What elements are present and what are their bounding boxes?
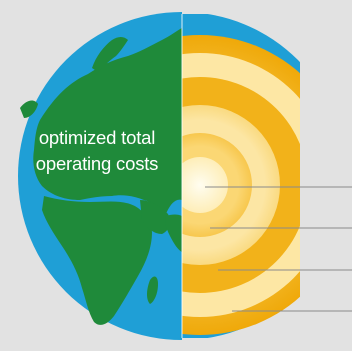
- landmass-africa: [42, 196, 152, 325]
- landmass-greenland-edge: [20, 100, 38, 118]
- globe-label-line-1: optimized total: [38, 127, 156, 148]
- globe-label-line-2: operating costs: [35, 153, 159, 174]
- landmass-india: [165, 214, 182, 252]
- globe-label: optimized total operating costs: [12, 125, 182, 177]
- landmass-arabia: [140, 200, 170, 234]
- layer-inner-core: [182, 157, 228, 213]
- landmass-scandinavia: [92, 37, 128, 72]
- earth-cutaway-layers: [182, 14, 300, 338]
- landmass-eurasia: [33, 28, 182, 214]
- leader-lines: [205, 186, 352, 312]
- landmass-madagascar: [147, 276, 158, 304]
- earth-left-hemisphere: [18, 12, 182, 340]
